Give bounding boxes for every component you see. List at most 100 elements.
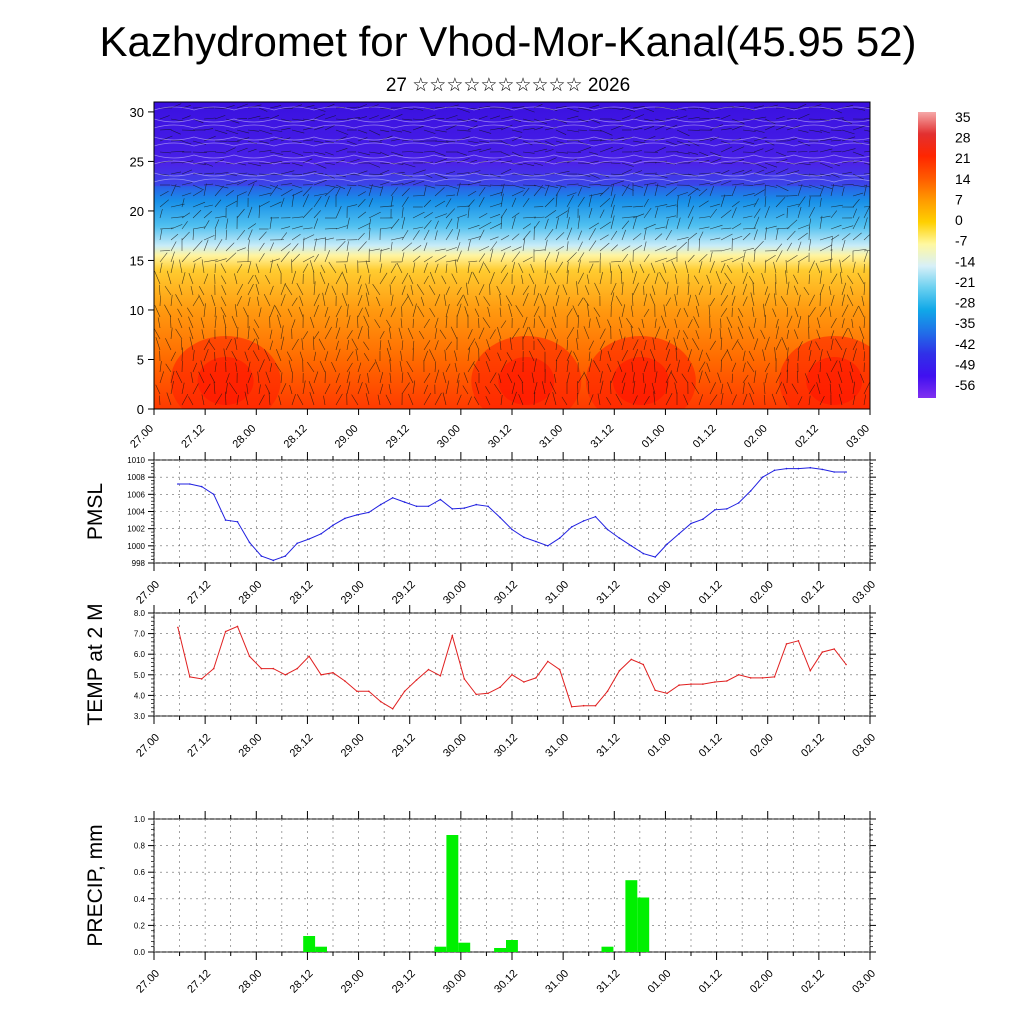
data-point xyxy=(594,704,597,707)
data-point xyxy=(606,528,609,531)
data-point xyxy=(714,509,716,511)
y-tick-label: 3.0 xyxy=(134,712,146,721)
x-tick-label: 01.12 xyxy=(697,968,725,996)
y-tick-label: 7.0 xyxy=(134,630,146,639)
colorbar-label: -28 xyxy=(955,295,975,311)
data-point xyxy=(189,676,191,678)
data-point xyxy=(737,502,740,504)
y-tick-label: 1002 xyxy=(127,525,145,534)
precip-bar xyxy=(637,897,650,952)
data-point xyxy=(797,640,800,642)
data-point xyxy=(332,524,334,526)
colorbar-label: -42 xyxy=(955,336,975,352)
data-point xyxy=(809,669,812,672)
x-tick-label: 31.12 xyxy=(594,732,622,760)
y-tick-label: 1.0 xyxy=(134,815,146,824)
cs-y-tick-label: 20 xyxy=(130,204,144,219)
colorbar-label: 14 xyxy=(955,171,971,187)
colorbar-label: -14 xyxy=(955,253,975,269)
data-point xyxy=(212,667,215,670)
data-point xyxy=(451,508,454,510)
data-point xyxy=(523,536,525,539)
data-point xyxy=(618,537,621,539)
x-tick-label: 30.12 xyxy=(492,732,520,760)
colorbar-label: 28 xyxy=(955,130,971,146)
data-point xyxy=(356,690,358,693)
x-tick-label: 02.00 xyxy=(748,579,776,607)
data-point xyxy=(224,630,227,633)
data-point xyxy=(212,493,215,496)
data-point xyxy=(368,690,370,693)
cs-y-tick-label: 5 xyxy=(137,352,144,367)
data-point xyxy=(403,690,406,693)
data-point xyxy=(726,680,728,682)
data-point xyxy=(535,677,537,679)
cs-x-tick-label: 02.12 xyxy=(793,423,821,451)
x-tick-label: 31.00 xyxy=(543,968,571,996)
data-point xyxy=(344,680,346,682)
y-tick-label: 5.0 xyxy=(134,671,146,680)
precip-bar xyxy=(458,942,471,952)
x-tick-label: 30.12 xyxy=(492,968,520,996)
x-tick-label: 27.12 xyxy=(185,968,213,996)
y-tick-label: 0.0 xyxy=(134,948,146,957)
cs-y-tick-label: 0 xyxy=(137,402,144,417)
data-point xyxy=(260,667,263,670)
data-point xyxy=(463,678,466,680)
data-point xyxy=(499,516,501,519)
plot-frame xyxy=(153,612,871,717)
x-tick-label: 27.00 xyxy=(134,579,162,607)
data-point xyxy=(797,467,800,470)
cs-x-tick-label: 28.12 xyxy=(282,423,310,451)
x-tick-label: 03.00 xyxy=(850,732,878,760)
data-point xyxy=(511,528,513,531)
y-axis-label: PMSL xyxy=(84,483,107,540)
data-point xyxy=(248,655,251,658)
cs-x-tick-label: 27.12 xyxy=(179,423,207,451)
data-point xyxy=(845,471,847,473)
x-tick-label: 28.12 xyxy=(288,968,316,996)
data-point xyxy=(654,556,656,558)
data-point xyxy=(427,668,430,671)
data-point xyxy=(236,521,239,523)
data-point xyxy=(499,686,501,688)
precip-bar xyxy=(494,948,506,952)
x-tick-label: 27.12 xyxy=(185,579,213,607)
precip-panel: 0.0 0.2 0.4 0.6 0.8 1.0 27.00 27.12 28.00 28.12 29… xyxy=(84,811,878,996)
x-tick-label: 28.12 xyxy=(288,732,316,760)
data-point xyxy=(737,674,740,676)
y-tick-label: 1000 xyxy=(127,542,145,551)
data-point xyxy=(690,522,692,525)
data-point xyxy=(296,542,299,545)
cs-x-tick-label: 01.12 xyxy=(691,423,719,451)
data-point xyxy=(726,508,728,510)
data-point xyxy=(200,485,203,488)
cs-x-tick-label: 01.00 xyxy=(640,423,668,451)
data-point xyxy=(547,660,549,663)
data-point xyxy=(821,468,824,471)
data-point xyxy=(833,471,835,473)
x-tick-label: 29.00 xyxy=(339,579,367,607)
colorbar-label: 7 xyxy=(955,191,963,207)
data-point xyxy=(785,467,788,470)
data-point xyxy=(678,684,680,686)
x-tick-label: 29.12 xyxy=(390,968,418,996)
colorbar-label: 21 xyxy=(955,150,971,166)
cs-x-tick-label: 28.00 xyxy=(230,423,258,451)
x-tick-label: 31.12 xyxy=(594,579,622,607)
data-point xyxy=(666,692,668,695)
data-point xyxy=(606,690,609,693)
cs-x-tick-label: 30.00 xyxy=(435,423,463,451)
data-point xyxy=(284,555,287,557)
data-point xyxy=(761,476,764,479)
data-point xyxy=(594,515,597,518)
data-point xyxy=(236,625,239,628)
x-tick-label: 28.00 xyxy=(236,968,264,996)
cs-x-tick-label: 29.12 xyxy=(384,423,412,451)
cs-x-tick-label: 29.00 xyxy=(333,423,361,451)
data-point xyxy=(248,541,251,544)
wind-vectors xyxy=(154,103,870,406)
data-point xyxy=(749,677,752,679)
x-tick-label: 30.12 xyxy=(492,579,520,607)
data-point xyxy=(272,559,275,562)
